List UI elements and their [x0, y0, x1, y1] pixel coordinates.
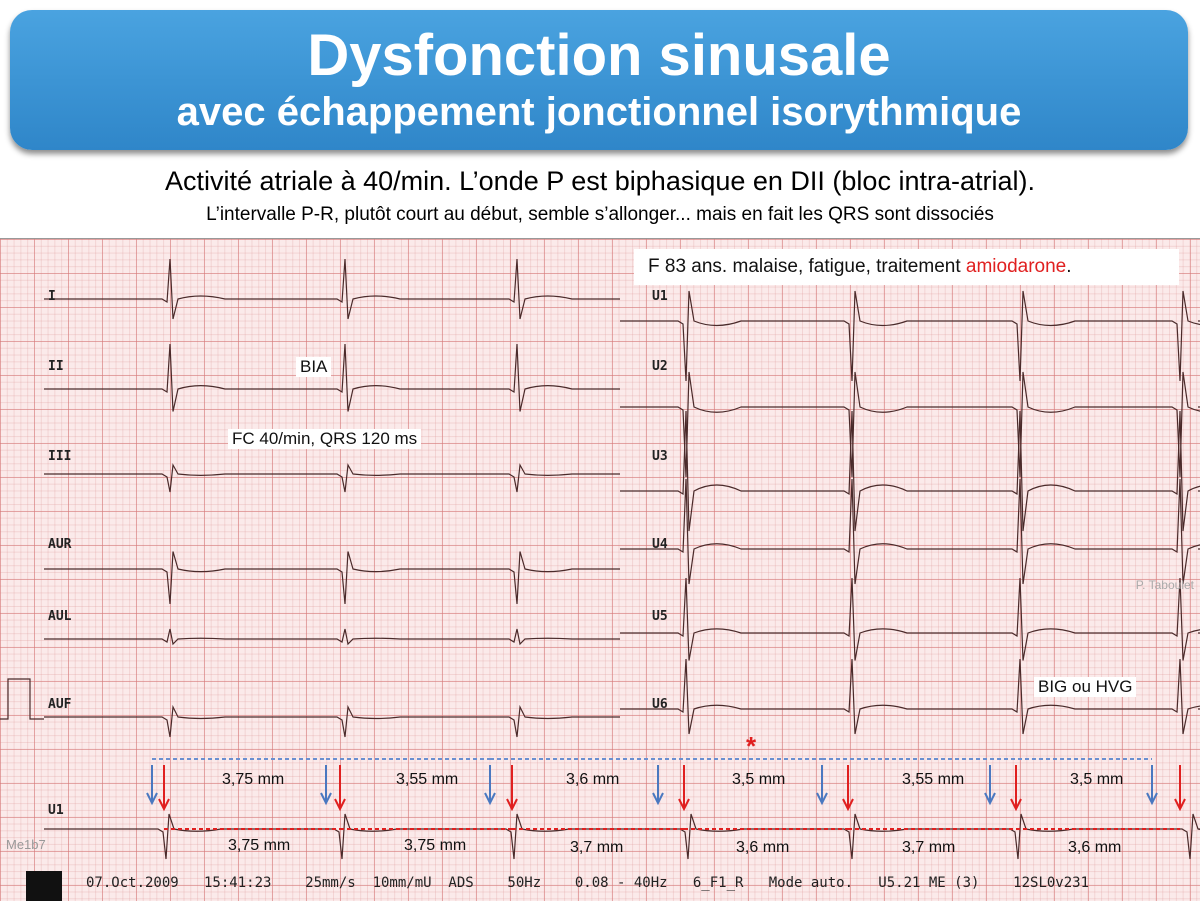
red-arrowhead	[1174, 798, 1186, 812]
recording-footer: 07.Oct.2009 15:41:23 25mm/s 10mm/mU ADS …	[86, 875, 1090, 891]
fc-annotation: FC 40/min, QRS 120 ms	[228, 429, 422, 449]
patient-info: F 83 ans. malaise, fatigue, traitement a…	[634, 249, 1179, 285]
author-credit: P. Taboulet	[1135, 578, 1194, 592]
blue-arrowhead	[1146, 792, 1158, 806]
red-measure-4: 3,6 mm	[736, 839, 790, 856]
description-line-1: Activité atriale à 40/min. L’onde P est …	[165, 166, 1035, 196]
blue-arrowhead	[320, 792, 332, 806]
blue-measure-6: 3,5 mm	[1070, 771, 1124, 788]
page-subtitle: avec échappement jonctionnel isorythmiqu…	[176, 90, 1022, 134]
red-arrowhead	[158, 798, 170, 812]
right-lead-trace	[620, 658, 1200, 735]
lead-label-u2: U2	[652, 359, 668, 374]
left-lead-trace	[44, 343, 620, 412]
asterisk-marker: *	[746, 731, 757, 761]
blue-arrowhead	[816, 792, 828, 806]
red-arrowhead	[1010, 798, 1022, 812]
lead-label-rhythm: U1	[48, 803, 64, 818]
patient-info-suffix: .	[1066, 256, 1072, 277]
left-lead-trace	[44, 551, 620, 605]
ecg-traces	[0, 258, 1200, 860]
blue-arrowhead	[146, 792, 158, 806]
big-annotation: BIG ou HVG	[1034, 677, 1137, 697]
blue-measure-2: 3,55 mm	[396, 771, 459, 788]
blue-arrowhead	[484, 792, 496, 806]
lead-label-i: I	[48, 289, 56, 304]
lead-label-u6: U6	[652, 697, 668, 712]
lead-label-iii: III	[48, 449, 72, 464]
red-arrowhead	[678, 798, 690, 812]
right-lead-trace	[620, 290, 1200, 382]
bia-annotation: BIA	[296, 357, 332, 377]
patient-info-text: F 83 ans. malaise, fatigue, traitement	[648, 256, 966, 277]
right-lead-trace	[620, 478, 1200, 585]
blue-arrowhead	[984, 792, 996, 806]
red-arrowhead	[842, 798, 854, 812]
left-lead-trace	[44, 258, 620, 320]
lead-label-auf: AUF	[48, 697, 72, 712]
calibration-pulse	[0, 678, 44, 720]
right-lead-trace	[620, 371, 1200, 478]
red-measure-2: 3,75 mm	[404, 837, 467, 854]
ecg-strip: I II III AUR AUL AUF U1 U2 U3 U4 U5 U6 U…	[0, 238, 1200, 901]
black-marker	[26, 871, 62, 901]
red-measure-5: 3,7 mm	[902, 839, 956, 856]
lead-label-u1: U1	[652, 289, 668, 304]
blue-measure-4: 3,5 mm	[732, 771, 786, 788]
blue-measure-5: 3,55 mm	[902, 771, 965, 788]
red-arrowhead	[334, 798, 346, 812]
strip-code: Me1b7	[6, 837, 46, 852]
description-line-2: L’intervalle P-R, plutôt court au début,…	[206, 204, 994, 225]
lead-label-u3: U3	[652, 449, 668, 464]
blue-arrowhead	[652, 792, 664, 806]
red-measure-6: 3,6 mm	[1068, 839, 1122, 856]
title-banner: Dysfonction sinusale avec échappement jo…	[10, 10, 1188, 150]
lead-label-aul: AUL	[48, 609, 72, 624]
left-lead-trace	[44, 463, 620, 493]
lead-label-u4: U4	[652, 537, 668, 552]
left-lead-trace	[44, 704, 620, 738]
left-lead-trace	[44, 628, 620, 646]
blue-measure-3: 3,6 mm	[566, 771, 620, 788]
red-arrowhead	[506, 798, 518, 812]
red-measure-3: 3,7 mm	[570, 839, 624, 856]
lead-label-aur: AUR	[48, 537, 72, 552]
blue-measure-1: 3,75 mm	[222, 771, 285, 788]
red-measure-1: 3,75 mm	[228, 837, 291, 854]
lead-label-ii: II	[48, 359, 64, 374]
drug-highlight: amiodarone	[965, 256, 1067, 277]
lead-label-u5: U5	[652, 609, 668, 624]
page-title: Dysfonction sinusale	[307, 23, 891, 88]
right-lead-trace	[620, 410, 1200, 532]
right-lead-trace	[620, 577, 1200, 661]
